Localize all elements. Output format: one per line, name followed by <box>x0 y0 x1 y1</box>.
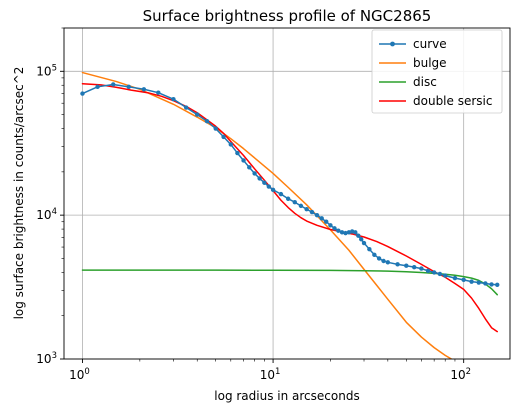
data-point-curve <box>298 203 304 209</box>
plot-frame <box>63 27 511 360</box>
data-point-curve <box>381 258 386 264</box>
data-point-curve <box>228 142 233 147</box>
data-point-curve <box>419 266 424 271</box>
data-point-curve <box>235 150 240 156</box>
x-tick-label-base: 10 <box>69 368 84 382</box>
data-point-curve <box>241 158 246 163</box>
x-tick-label: 100 <box>69 367 90 382</box>
y-tick-label-exp: 3 <box>52 351 57 361</box>
legend: curve bulge disc double sersic <box>371 29 503 114</box>
legend-label-bulge: bulge <box>413 56 447 70</box>
data-point-curve <box>395 262 400 267</box>
x-tick-label-exp: 2 <box>466 367 471 377</box>
data-point-curve <box>343 230 348 236</box>
data-point-curve <box>257 176 262 181</box>
series-line-bulge <box>81 71 453 359</box>
y-tick-label-base: 10 <box>36 208 51 222</box>
data-point-curve <box>285 196 291 201</box>
legend-label-disc: disc <box>413 75 437 89</box>
legend-label-double-sersic: double sersic <box>413 94 492 108</box>
x-tick-label: 101 <box>260 367 281 382</box>
data-point-curve <box>367 246 372 252</box>
data-point-curve <box>204 118 210 124</box>
y-tick-label-base: 10 <box>36 64 51 78</box>
y-tick-label: 105 <box>36 63 57 78</box>
data-point-curve <box>278 191 284 197</box>
data-point-curve <box>252 171 257 176</box>
data-point-curve <box>141 87 147 92</box>
data-point-curve <box>324 219 329 224</box>
data-point-curve <box>111 82 116 87</box>
data-point-curve <box>213 126 218 131</box>
data-point-curve <box>495 282 500 287</box>
data-point-curve <box>171 96 176 102</box>
data-point-curve <box>319 216 324 221</box>
data-point-curve <box>356 233 361 238</box>
data-point-curve <box>443 273 448 278</box>
chart-title: Surface brightness profile of NGC2865 <box>143 7 432 25</box>
data-point-curve <box>270 187 276 193</box>
y-tick-label-exp: 5 <box>52 63 57 73</box>
data-point-curve <box>483 281 488 286</box>
data-point-curve <box>314 212 320 218</box>
y-tick-label-base: 10 <box>36 352 51 366</box>
data-point-curve <box>353 230 358 235</box>
data-point-curve <box>292 200 297 205</box>
data-point-curve <box>339 230 345 235</box>
data-point-curve <box>262 180 267 185</box>
data-point-curve <box>156 90 161 95</box>
data-point-curve <box>372 252 377 258</box>
data-point-curve <box>328 223 333 228</box>
legend-marker-curve <box>390 41 395 47</box>
x-tick-label-base: 10 <box>450 368 465 382</box>
data-point-curve <box>126 84 131 90</box>
data-point-curve <box>332 226 337 231</box>
series-line-double-sersic <box>81 82 498 333</box>
data-point-curve <box>195 112 200 117</box>
data-point-curve <box>309 209 315 215</box>
data-point-curve <box>461 277 466 283</box>
data-point-curve <box>404 263 409 268</box>
data-point-curve <box>385 260 391 265</box>
data-point-curve <box>361 240 367 246</box>
y-tick-label: 104 <box>36 207 57 222</box>
data-point-curve <box>489 282 494 287</box>
data-point-curve <box>304 206 309 212</box>
legend-label-curve: curve <box>413 37 447 51</box>
data-point-curve <box>183 105 189 110</box>
data-point-curve <box>247 165 252 170</box>
x-tick-label-base: 10 <box>260 368 275 382</box>
data-point-curve <box>359 237 364 242</box>
y-tick-label-exp: 4 <box>52 207 57 217</box>
x-tick-label-exp: 1 <box>275 367 280 377</box>
data-point-curve <box>266 184 272 189</box>
data-point-curve <box>221 134 226 140</box>
y-axis-label: log surface brightness in counts/arcsec^… <box>12 67 26 320</box>
series-line-curve <box>81 83 498 286</box>
data-point-curve <box>411 264 417 270</box>
x-axis-label: log radius in arcseconds <box>214 389 359 403</box>
data-point-curve <box>95 84 100 90</box>
data-point-curve <box>476 280 481 285</box>
y-tick-label: 103 <box>36 351 57 366</box>
data-point-curve <box>437 271 443 277</box>
data-point-curve <box>425 268 431 274</box>
data-point-curve <box>431 270 437 275</box>
series-layer <box>80 71 500 359</box>
data-point-curve <box>80 91 85 96</box>
data-point-curve <box>376 256 382 261</box>
data-point-curve <box>452 275 458 281</box>
x-tick-label-exp: 0 <box>84 367 89 377</box>
legend-box <box>371 29 503 114</box>
data-point-curve <box>469 279 474 284</box>
data-point-curve <box>336 228 341 233</box>
x-tick-label: 102 <box>450 367 471 382</box>
